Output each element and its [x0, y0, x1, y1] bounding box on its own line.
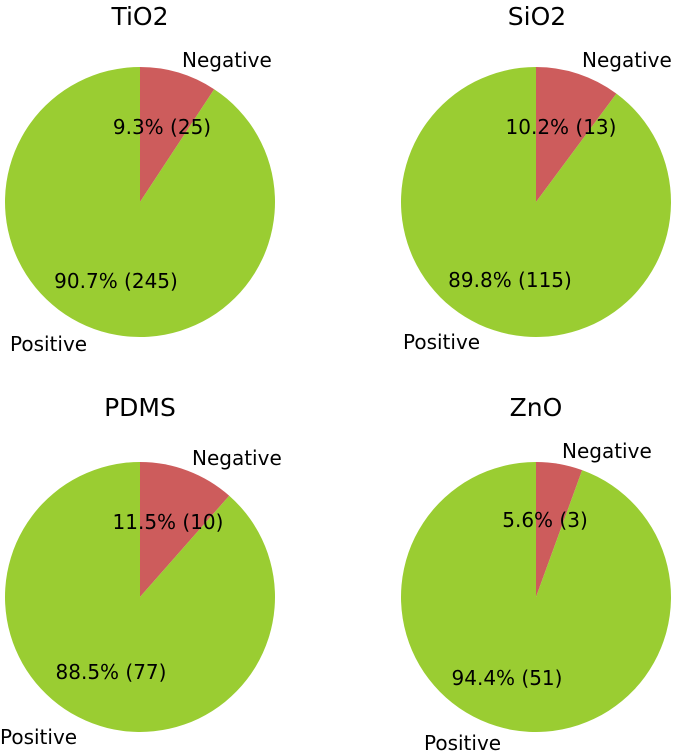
pie-panel-zno: ZnO Negative Positive 5.6% (3) 94.4% (51… [400, 393, 671, 753]
pie-slice-positive [5, 67, 276, 337]
percent-label-positive: 89.8% (115) [448, 268, 572, 292]
pie-panel-pdms: PDMS Negative Positive 11.5% (10) 88.5% … [0, 393, 282, 749]
chart-title: ZnO [510, 393, 563, 422]
pie-slice-negative [140, 462, 230, 597]
pie-slice-positive [401, 67, 672, 337]
percent-label-negative: 10.2% (13) [506, 115, 617, 139]
pie-panel-tio2: TiO2 Negative Positive 9.3% (25) 90.7% (… [5, 2, 276, 356]
slice-label-negative: Negative [182, 48, 272, 72]
pie-slice-negative [140, 67, 215, 202]
slice-label-negative: Negative [192, 446, 282, 470]
slice-label-positive: Positive [403, 330, 480, 354]
percent-label-negative: 9.3% (25) [113, 115, 211, 139]
pie-slice-positive [5, 462, 275, 732]
slice-label-positive: Positive [0, 725, 77, 749]
chart-title: PDMS [104, 393, 176, 422]
pie-slice-negative [536, 67, 617, 202]
pie-slice-negative [536, 462, 583, 597]
pie-panel-sio2: SiO2 Negative Positive 10.2% (13) 89.8% … [401, 2, 672, 354]
slice-label-positive: Positive [10, 332, 87, 356]
chart-title: TiO2 [110, 2, 168, 31]
slice-label-negative: Negative [562, 439, 652, 463]
percent-label-positive: 94.4% (51) [452, 666, 563, 690]
chart-title: SiO2 [508, 2, 566, 31]
percent-label-negative: 5.6% (3) [502, 508, 588, 532]
percent-label-positive: 90.7% (245) [54, 269, 178, 293]
slice-label-positive: Positive [424, 731, 501, 753]
percent-label-positive: 88.5% (77) [56, 660, 167, 684]
percent-label-negative: 11.5% (10) [113, 510, 224, 534]
slice-label-negative: Negative [582, 48, 672, 72]
pie-slice-positive [400, 462, 671, 733]
